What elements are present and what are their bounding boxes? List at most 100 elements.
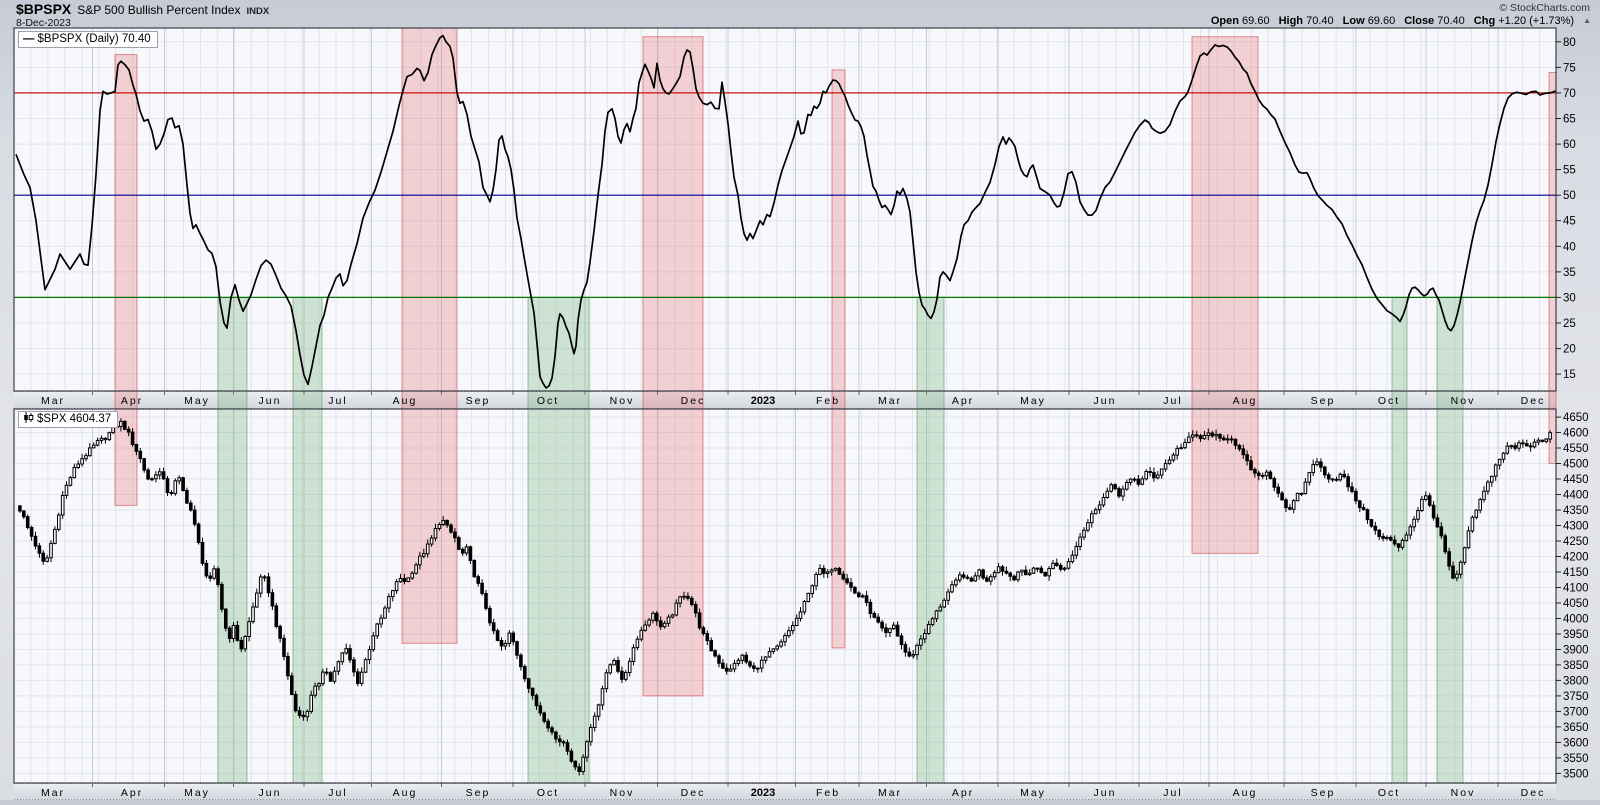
bpspx-line <box>15 34 1556 389</box>
bpspx-ytick: 65 <box>1563 114 1576 126</box>
bpspx-ytick: 50 <box>1563 190 1576 202</box>
bpspx-ytick: 35 <box>1563 267 1576 279</box>
x-axis-label: Oct <box>537 395 559 407</box>
green-signal-band <box>217 296 248 784</box>
x-axis-label: Sep <box>466 395 491 407</box>
spx-ytick: 4550 <box>1563 443 1589 455</box>
green-signal-band <box>292 296 323 784</box>
x-axis-label: Jun <box>1094 787 1117 799</box>
bpspx-ytick: 45 <box>1563 216 1576 228</box>
chart-date: 8-Dec-2023 <box>16 17 71 29</box>
x-axis-label: Mar <box>41 787 65 799</box>
x-axis-label: Dec <box>1521 395 1546 407</box>
spx-ytick: 4600 <box>1563 428 1589 440</box>
bpspx-legend: — $BPSPX (Daily) 70.40 <box>18 31 158 48</box>
copyright: © StockCharts.com <box>1499 2 1590 14</box>
chg-label: Chg <box>1473 15 1496 27</box>
spx-candles <box>18 418 1552 776</box>
bpspx-ytick: 25 <box>1563 318 1576 330</box>
green-signal-band <box>1436 296 1464 784</box>
header: $BPSPX S&P 500 Bullish Percent Index INDX <box>16 1 269 17</box>
open-value: 69.60 <box>1242 15 1270 27</box>
spx-ytick: 4500 <box>1563 459 1589 471</box>
green-signal-band <box>916 296 945 784</box>
spx-ytick: 3900 <box>1563 645 1589 657</box>
bpspx-ytick: 40 <box>1563 241 1576 253</box>
x-axis-label: Aug <box>1233 395 1258 407</box>
spx-ytick: 4200 <box>1563 552 1589 564</box>
x-axis-label: May <box>1020 787 1046 799</box>
x-axis-label: Dec <box>681 395 706 407</box>
x-axis-label: Jun <box>1094 395 1117 407</box>
x-axis-label: Apr <box>121 395 143 407</box>
high-label: High <box>1278 15 1304 27</box>
page-title: S&P 500 Bullish Percent Index <box>77 3 241 17</box>
spx-ytick: 4400 <box>1563 490 1589 502</box>
x-axis-label: Dec <box>681 787 706 799</box>
bpspx-ytick: 80 <box>1563 37 1576 49</box>
spx-ytick: 4050 <box>1563 598 1589 610</box>
bpspx-panel <box>14 28 1556 391</box>
spx-legend-label: $SPX <box>37 413 67 425</box>
spx-legend-value: 4604.37 <box>69 413 112 425</box>
chg-value: +1.20 (+1.73%) <box>1498 15 1575 27</box>
x-axis-label: 2023 <box>751 787 775 799</box>
spx-ytick: 3850 <box>1563 660 1589 672</box>
spx-ytick: 3500 <box>1563 768 1589 780</box>
close-label: Close <box>1404 15 1435 27</box>
x-axis-label: Jul <box>1163 395 1182 407</box>
x-axis-label: Aug <box>1233 787 1258 799</box>
spx-ytick: 4300 <box>1563 521 1589 533</box>
spx-ytick: 4650 <box>1563 412 1589 424</box>
x-axis-label: Apr <box>952 787 974 799</box>
spx-ytick: 4350 <box>1563 505 1589 517</box>
x-axis-label: Nov <box>610 395 635 407</box>
spx-ytick: 4150 <box>1563 567 1589 579</box>
x-axis-label: Nov <box>610 787 635 799</box>
spx-ytick: 3600 <box>1563 737 1589 749</box>
red-signal-band <box>1548 72 1557 465</box>
high-value: 70.40 <box>1306 15 1334 27</box>
spx-ytick: 4250 <box>1563 536 1589 548</box>
x-axis-label: Oct <box>537 787 559 799</box>
bpspx-ytick: 60 <box>1563 139 1576 151</box>
x-axis-label: Jun <box>259 395 282 407</box>
low-label: Low <box>1342 15 1365 27</box>
red-signal-band <box>642 36 704 697</box>
spx-ytick: 4450 <box>1563 474 1589 486</box>
candlestick-icon <box>23 412 34 428</box>
red-signal-band <box>114 54 138 506</box>
x-axis-label: Jul <box>328 395 347 407</box>
x-axis-label: Mar <box>41 395 65 407</box>
x-axis-strip-middle <box>14 391 1556 409</box>
bpspx-ytick: 70 <box>1563 88 1576 100</box>
x-axis-strip-bottom <box>14 783 1556 800</box>
quote-row: Open 69.60 High 70.40 Low 69.60 Close 70.40… <box>1211 15 1591 27</box>
spx-ytick: 3950 <box>1563 629 1589 641</box>
green-signal-band <box>527 296 590 784</box>
change-up-icon: ▲ <box>1583 16 1591 25</box>
x-axis-label: May <box>184 395 210 407</box>
x-axis-label: Aug <box>393 787 418 799</box>
x-axis-label: Mar <box>878 395 902 407</box>
bpspx-ytick: 75 <box>1563 62 1576 74</box>
x-axis-label: Feb <box>816 787 840 799</box>
spx-ytick: 3800 <box>1563 675 1589 687</box>
spx-ytick: 3650 <box>1563 722 1589 734</box>
x-axis-label: Jun <box>259 787 282 799</box>
close-value: 70.40 <box>1437 15 1465 27</box>
x-axis-label: Sep <box>1311 787 1336 799</box>
x-axis-label: May <box>1020 395 1046 407</box>
x-axis-label: Sep <box>1311 395 1336 407</box>
x-axis-label: Nov <box>1451 787 1476 799</box>
x-axis-label: 2023 <box>751 395 775 407</box>
x-axis-label: Apr <box>952 395 974 407</box>
x-axis-label: Aug <box>393 395 418 407</box>
spx-ytick: 3700 <box>1563 706 1589 718</box>
x-axis-label: Dec <box>1521 787 1546 799</box>
open-label: Open <box>1210 15 1239 27</box>
symbol: $BPSPX <box>16 1 72 17</box>
